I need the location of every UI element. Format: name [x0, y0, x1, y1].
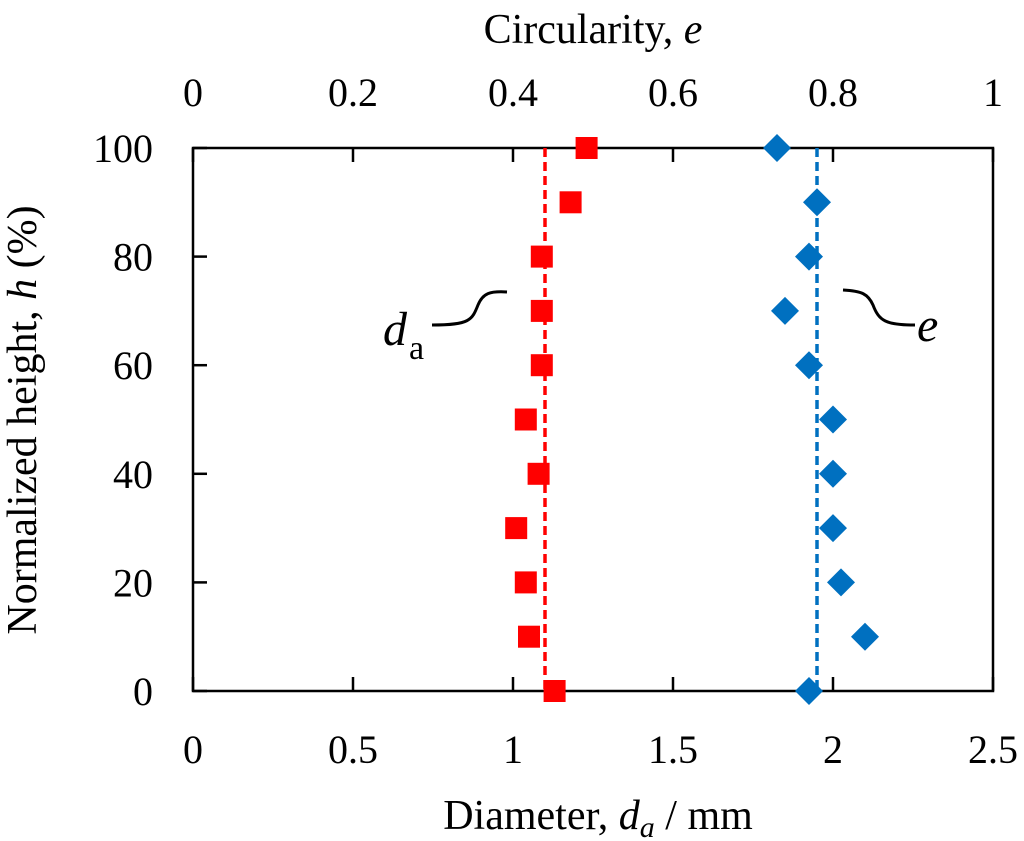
bottom-tick-label: 1.5 [648, 727, 698, 772]
data-point-e [763, 134, 791, 162]
tick-layer: 0 0.5 1 1.5 2 2.5 0 0.2 0.4 0.6 0.8 1 0 20 40 60 80 100 [93, 70, 1018, 772]
annotation-da-subscript: a [409, 330, 424, 367]
data-point-e [819, 405, 847, 434]
annotation-e-label: e [917, 299, 938, 352]
annotation-e: e [842, 288, 938, 352]
left-tick-label: 20 [113, 560, 153, 605]
left-axis-title: Normalized height, h (%) [0, 205, 46, 634]
top-tick-label: 0.6 [648, 70, 698, 115]
bottom-tick-label: 0.5 [328, 727, 378, 772]
data-point-e [827, 568, 855, 597]
data-point-d_a [518, 625, 540, 648]
data-point-d_a [530, 354, 553, 377]
bottom-tick-label: 2 [823, 727, 843, 772]
left-tick-label: 80 [113, 235, 153, 280]
left-tick-label: 60 [113, 343, 153, 388]
top-tick-label: 0.4 [488, 70, 538, 115]
top-tick-label: 0.2 [328, 70, 378, 115]
data-point-e [795, 242, 823, 271]
data-point-e [795, 351, 823, 380]
data-point-d_a [530, 299, 553, 322]
series-d_a [505, 137, 598, 702]
bottom-axis-title: Diameter, da / mm [443, 793, 753, 841]
data-point-d_a [514, 408, 537, 431]
data-point-d_a [575, 137, 598, 159]
annotation-da: d a [383, 290, 508, 367]
top-tick-label: 0 [183, 70, 203, 115]
data-point-e [819, 514, 847, 543]
data-point-d_a [527, 462, 550, 485]
top-tick-label: 0.8 [808, 70, 858, 115]
data-point-e [851, 622, 879, 651]
data-point-e [819, 459, 847, 488]
data-point-e [795, 677, 823, 705]
annotation-e-leader [842, 288, 916, 327]
bottom-tick-label: 2.5 [968, 727, 1018, 772]
series-layer [505, 134, 879, 705]
annotation-da-label: d [383, 303, 408, 356]
data-point-e [803, 188, 831, 217]
top-tick-label: 1 [983, 70, 1003, 115]
top-axis-title: Circularity, e [484, 7, 703, 53]
annotation-da-leader [431, 290, 508, 327]
data-point-d_a [543, 680, 566, 702]
data-point-d_a [530, 245, 553, 268]
left-tick-label: 40 [113, 452, 153, 497]
data-point-e [771, 296, 799, 325]
plot-area [191, 146, 995, 693]
left-tick-label: 0 [133, 669, 153, 714]
data-point-d_a [559, 191, 582, 214]
bottom-tick-label: 0 [183, 727, 203, 772]
series-e [763, 134, 879, 705]
bottom-tick-label: 1 [503, 727, 523, 772]
left-tick-label: 100 [93, 126, 153, 171]
data-point-d_a [505, 517, 528, 540]
data-point-d_a [514, 571, 537, 594]
